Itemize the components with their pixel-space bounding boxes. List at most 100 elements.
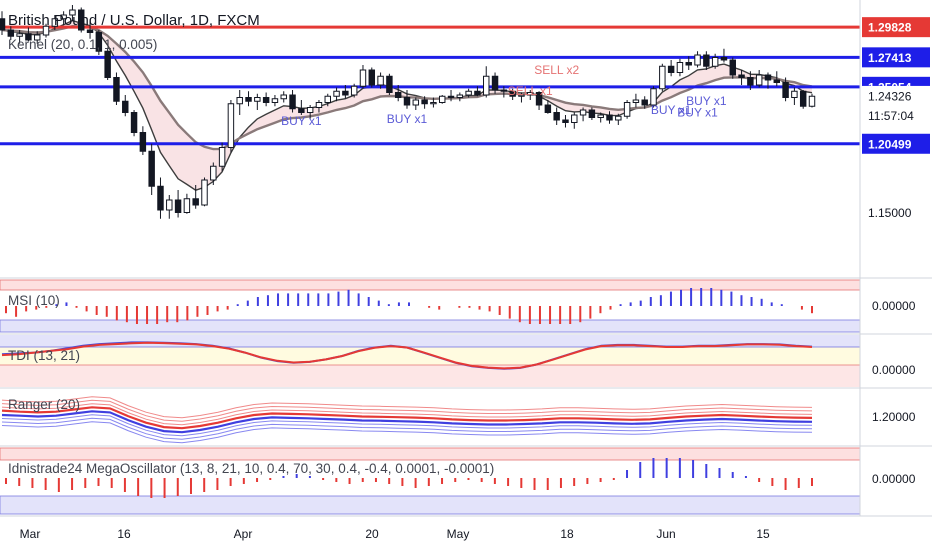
candle-body [280, 94, 287, 100]
candle-body [0, 18, 6, 31]
msi-indicator-label[interactable]: MSI (10) [8, 293, 60, 308]
candle-body [324, 95, 331, 103]
msi-lower-band [0, 319, 861, 333]
candle-body [394, 92, 402, 98]
tdi-lower-band [0, 365, 860, 387]
ranger-indicator-label[interactable]: Ranger (20) [8, 397, 81, 412]
mega-upper-band [0, 447, 861, 461]
ranger-series-0-band-2 [1, 399, 813, 422]
ranger-series-1-band-0 [1, 410, 813, 434]
candle-body [227, 103, 235, 148]
mega-lower-band [0, 495, 861, 515]
candle-body [174, 199, 182, 213]
level-badge-3 [862, 133, 930, 154]
signal-label: BUY x1 [281, 114, 322, 128]
candle-body [667, 65, 675, 73]
candle-body [271, 98, 279, 103]
candle-body [527, 92, 534, 96]
ranger-tick-label: 1.20000 [872, 410, 916, 424]
candle-body [659, 65, 666, 90]
signal-label: BUY x1 [686, 94, 727, 108]
candle-body [183, 198, 191, 213]
candle-body [491, 75, 499, 91]
candle-body [755, 74, 763, 86]
ranger-series-1-band-3 [1, 421, 813, 444]
level-badge-0 [862, 17, 930, 38]
candle-body [421, 99, 428, 105]
candle-body [676, 62, 684, 73]
candle-body [773, 79, 781, 83]
ranger-series-1-band-1 [1, 414, 813, 437]
candle-body [139, 132, 147, 152]
kernel-indicator-label[interactable]: Kernel (20, 0.1, 1, 0.005) [8, 37, 158, 52]
candle-body [747, 77, 754, 86]
candle-body [315, 102, 323, 108]
candle-body [438, 95, 446, 103]
candle-body [553, 112, 560, 121]
candle-body [16, 33, 23, 37]
candle-body [130, 112, 138, 133]
megaoscillator-indicator-label[interactable]: Idnistrade24 MegaOscillator (13, 8, 21, … [8, 461, 495, 476]
msi-pane [0, 279, 861, 333]
x-tick-label: Mar [20, 527, 41, 541]
candle-body [333, 90, 340, 97]
candle-body [368, 69, 376, 86]
candle-body [51, 18, 59, 27]
candle-body [456, 94, 464, 98]
candle-body [245, 97, 252, 102]
candle-body [104, 50, 111, 78]
candle-body [86, 29, 94, 33]
candle-body [641, 99, 648, 106]
candle-body [623, 102, 631, 117]
candle-body [711, 57, 719, 67]
x-tick-label: 18 [560, 527, 574, 541]
candle-body [597, 114, 604, 118]
candle-body [799, 90, 807, 107]
tdi-indicator-label[interactable]: TDI (13, 21) [8, 348, 81, 363]
candle-body [25, 33, 32, 41]
candle-body [694, 54, 701, 66]
candle-body [808, 95, 816, 107]
candle-body [588, 109, 596, 118]
x-tick-label: 16 [117, 527, 131, 541]
candle-body [201, 179, 208, 206]
time-to-close-label: 11:57:04 [868, 109, 914, 123]
candle-body [192, 198, 199, 206]
tdi-upper-band [0, 335, 860, 347]
candle-body [703, 54, 710, 67]
candle-body [148, 150, 155, 187]
signal-label: BUY x1 [651, 103, 692, 117]
candle-body [650, 88, 657, 106]
candle-body [509, 90, 516, 97]
level-label-0: 1.29828 [868, 21, 912, 35]
candle-body [403, 97, 411, 106]
candle-body [166, 199, 173, 211]
candle-body [500, 89, 508, 92]
signal-label: BUY x1 [677, 105, 718, 119]
tdi-series-1 [1, 341, 813, 370]
candle-body [236, 97, 243, 105]
candle-body [412, 99, 420, 106]
last-price-label: 1.24326 [868, 89, 912, 103]
level-badge-1 [862, 47, 930, 68]
chart-title: British Pound / U.S. Dollar, 1D, FXCM [8, 12, 260, 29]
candle-body [69, 9, 76, 16]
candle-body [579, 109, 587, 116]
candle-body [42, 25, 50, 36]
price-tick-label: 1.15000 [868, 206, 912, 220]
candle-body [447, 95, 455, 98]
candle-body [764, 74, 772, 81]
candle-body [535, 92, 543, 106]
candle-body [377, 75, 384, 86]
ranger-pane [1, 396, 813, 444]
level-label-1: 1.27413 [868, 51, 912, 65]
x-tick-label: 15 [756, 527, 770, 541]
candle-body [78, 9, 85, 31]
level-label-3: 1.20499 [868, 137, 912, 151]
candle-body [465, 90, 472, 96]
mega-oscillator-pane [0, 447, 861, 515]
candle-body [254, 97, 261, 102]
candle-body [95, 32, 103, 52]
